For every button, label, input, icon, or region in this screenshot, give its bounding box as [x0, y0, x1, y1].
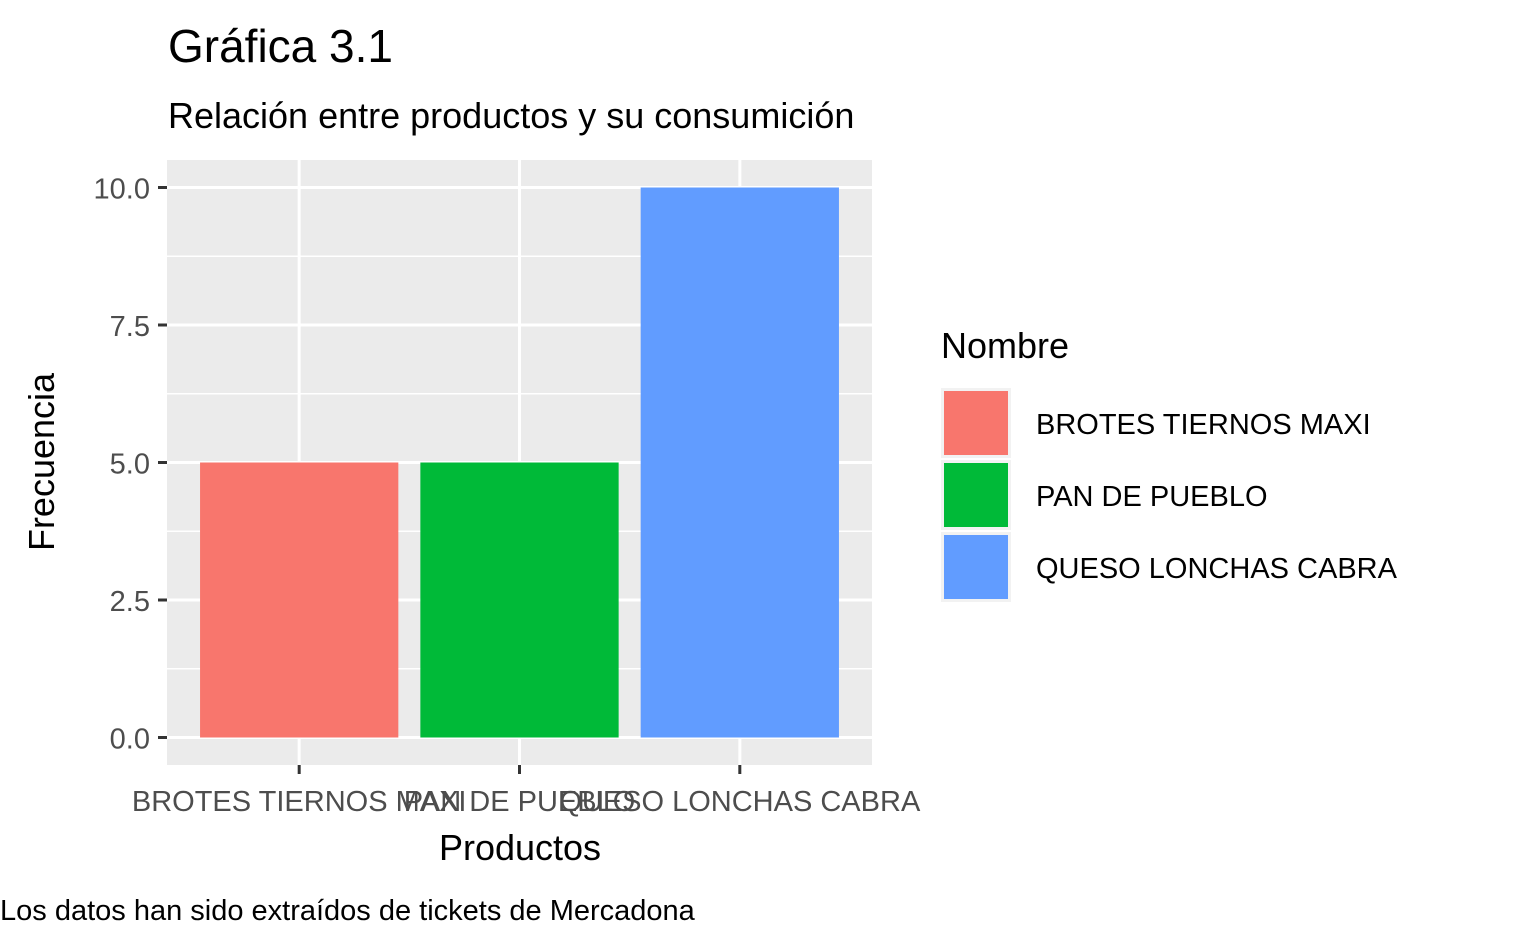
- legend-label: PAN DE PUEBLO: [1036, 481, 1268, 513]
- y-tick-label: 10.0: [94, 174, 150, 206]
- bar-3: [640, 187, 839, 738]
- y-tick-label: 0.0: [110, 724, 150, 756]
- x-tick-label: PAN DE PUEBLO: [404, 786, 636, 818]
- y-axis-label: Frecuencia: [21, 372, 62, 551]
- legend-key-2: [944, 463, 1008, 527]
- legend-title: Nombre: [941, 325, 1069, 366]
- legend-key-1: [944, 391, 1008, 455]
- x-tick-label: BROTES TIERNOS MAXI: [132, 786, 467, 818]
- y-tick-label: 2.5: [110, 586, 150, 618]
- chart-title: Gráfica 3.1: [168, 20, 393, 72]
- y-tick-label: 5.0: [110, 449, 150, 481]
- y-tick-label: 7.5: [110, 311, 150, 343]
- chart-subtitle: Relación entre productos y su consumició…: [168, 95, 854, 136]
- x-axis-label: Productos: [439, 827, 601, 868]
- legend-key-3: [944, 535, 1008, 599]
- chart-caption: Los datos han sido extraídos de tickets …: [0, 895, 696, 927]
- bar-1: [200, 462, 399, 738]
- x-tick-label: QUESO LONCHAS CABRA: [559, 786, 921, 818]
- y-axis: 0.0 2.5 5.0 7.5 10.0: [94, 174, 167, 756]
- bar-2: [420, 462, 619, 738]
- legend-label: BROTES TIERNOS MAXI: [1036, 409, 1371, 441]
- legend-label: QUESO LONCHAS CABRA: [1036, 553, 1398, 585]
- bars: [200, 187, 839, 738]
- legend: Nombre BROTES TIERNOS MAXI PAN DE PUEBLO Q…: [941, 325, 1398, 602]
